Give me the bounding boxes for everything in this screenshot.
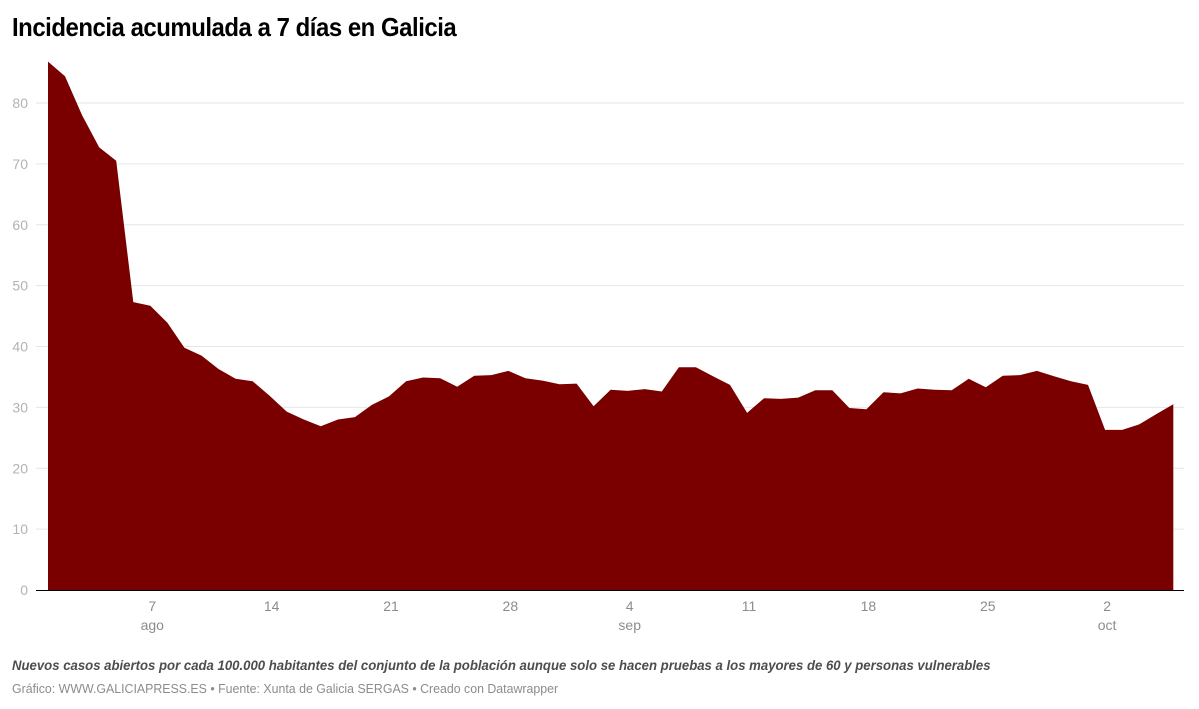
incidence-area bbox=[48, 61, 1174, 591]
chart-note: Nuevos casos abiertos por cada 100.000 h… bbox=[12, 657, 991, 673]
y-tick-label: 30 bbox=[12, 399, 28, 415]
x-tick-label: 28 bbox=[503, 598, 519, 614]
x-axis: 7 ago 14 21 28 4 sep 11 18 25 2 oct bbox=[141, 598, 1117, 633]
x-month-label: ago bbox=[141, 617, 165, 633]
x-month-label: oct bbox=[1098, 617, 1117, 633]
y-tick-label: 80 bbox=[12, 95, 28, 111]
x-tick-label: 7 bbox=[148, 598, 156, 614]
y-tick-label: 70 bbox=[12, 156, 28, 172]
x-tick-label: 4 bbox=[626, 598, 634, 614]
y-tick-label: 10 bbox=[12, 521, 28, 537]
area-chart: 0 10 20 30 40 50 60 70 80 7 ago 14 21 28 4 sep 11 18 25 2 o… bbox=[12, 61, 1184, 633]
x-tick-label: 21 bbox=[383, 598, 399, 614]
y-axis: 0 10 20 30 40 50 60 70 80 bbox=[12, 95, 28, 598]
y-tick-label: 60 bbox=[12, 217, 28, 233]
y-tick-label: 20 bbox=[12, 460, 28, 476]
y-tick-label: 0 bbox=[20, 582, 28, 598]
x-tick-label: 2 bbox=[1103, 598, 1111, 614]
x-tick-label: 14 bbox=[264, 598, 280, 614]
y-tick-label: 50 bbox=[12, 278, 28, 294]
y-tick-label: 40 bbox=[12, 339, 28, 355]
x-month-label: sep bbox=[618, 617, 641, 633]
chart-source: Gráfico: WWW.GALICIAPRESS.ES • Fuente: X… bbox=[12, 681, 559, 696]
chart-title: Incidencia acumulada a 7 días en Galicia bbox=[12, 12, 457, 42]
x-tick-label: 18 bbox=[861, 598, 877, 614]
x-tick-label: 11 bbox=[742, 598, 757, 614]
x-tick-label: 25 bbox=[980, 598, 996, 614]
